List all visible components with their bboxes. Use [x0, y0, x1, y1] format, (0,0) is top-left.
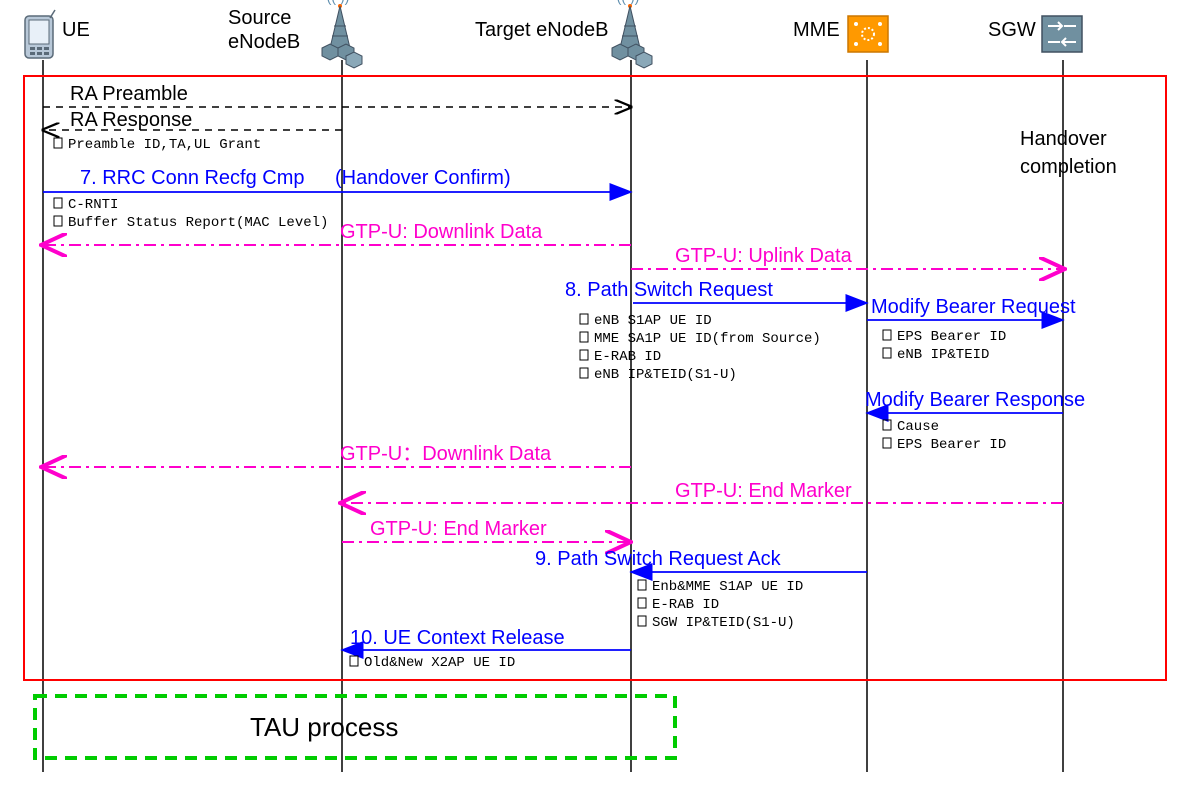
message-label: Modify Bearer Request — [871, 296, 1076, 318]
param-bullet — [54, 216, 62, 226]
message-label: 9. Path Switch Request Ack — [535, 548, 782, 570]
param-bullet — [638, 580, 646, 590]
enodeb-icon: (( )) — [322, 0, 362, 68]
param-text: Buffer Status Report(MAC Level) — [68, 215, 328, 231]
param-text: SGW IP&TEID(S1-U) — [652, 615, 795, 631]
ue-icon — [25, 10, 55, 58]
message-label: Modify Bearer Response — [865, 389, 1085, 411]
message-label: 7. RRC Conn Recfg Cmp — [80, 167, 305, 189]
param-bullet — [54, 198, 62, 208]
mme-icon — [848, 16, 888, 52]
phase-label-2: completion — [1020, 156, 1117, 178]
actor-label-mme: MME — [793, 19, 840, 41]
message-label: GTP-U: End Marker — [370, 518, 547, 540]
param-text: eNB IP&TEID — [897, 347, 989, 363]
param-bullet — [883, 420, 891, 430]
param-text: Cause — [897, 419, 939, 435]
actor-label-src2: eNodeB — [228, 31, 300, 53]
message-label: GTP-U: Uplink Data — [675, 245, 853, 267]
param-bullet — [580, 350, 588, 360]
svg-text:(( )): (( )) — [617, 0, 640, 5]
message-label: 10. UE Context Release — [350, 627, 565, 649]
actor-label-tgt: Target eNodeB — [475, 19, 608, 41]
param-bullet — [638, 598, 646, 608]
message-label: GTP-U: Downlink Data — [340, 221, 543, 243]
param-text: Old&New X2AP UE ID — [364, 655, 515, 671]
svg-text:(( )): (( )) — [327, 0, 350, 5]
param-text: eNB IP&TEID(S1-U) — [594, 367, 737, 383]
message-label: RA Preamble — [70, 83, 188, 105]
phase-label-1: Handover — [1020, 128, 1107, 150]
tau-label: TAU process — [250, 712, 398, 742]
param-text: EPS Bearer ID — [897, 437, 1006, 453]
param-bullet — [580, 332, 588, 342]
param-text: C-RNTI — [68, 197, 118, 213]
sequence-diagram: (( )) (( )) UE SourceeNodeB Target eNodeB MM… — [0, 0, 1193, 788]
param-bullet — [54, 138, 62, 148]
param-text: MME SA1P UE ID(from Source) — [594, 331, 821, 347]
param-text: E-RAB ID — [652, 597, 719, 613]
actor-label-sgw: SGW — [988, 19, 1036, 41]
param-text: E-RAB ID — [594, 349, 661, 365]
param-bullet — [580, 368, 588, 378]
param-bullet — [883, 330, 891, 340]
param-bullet — [883, 438, 891, 448]
param-bullet — [350, 656, 358, 666]
message-label: RA Response — [70, 109, 192, 131]
sgw-icon — [1042, 16, 1082, 52]
param-text: EPS Bearer ID — [897, 329, 1006, 345]
actor-label-ue: UE — [62, 19, 90, 41]
message-label: 8. Path Switch Request — [565, 279, 773, 301]
param-bullet — [638, 616, 646, 626]
param-text: Enb&MME S1AP UE ID — [652, 579, 803, 595]
param-bullet — [883, 348, 891, 358]
message-extra-label: (Handover Confirm) — [335, 167, 511, 189]
param-text: eNB S1AP UE ID — [594, 313, 712, 329]
message-label: GTP-U：Downlink Data — [340, 443, 552, 465]
param-bullet — [580, 314, 588, 324]
text-labels: UE SourceeNodeB Target eNodeB MME SGW Handove… — [62, 7, 1117, 742]
messages — [43, 107, 1063, 666]
enodeb-icon: (( )) — [612, 0, 652, 68]
message-label: GTP-U: End Marker — [675, 480, 852, 502]
actor-label-src: Source — [228, 7, 291, 29]
param-text: Preamble ID,TA,UL Grant — [68, 137, 261, 153]
